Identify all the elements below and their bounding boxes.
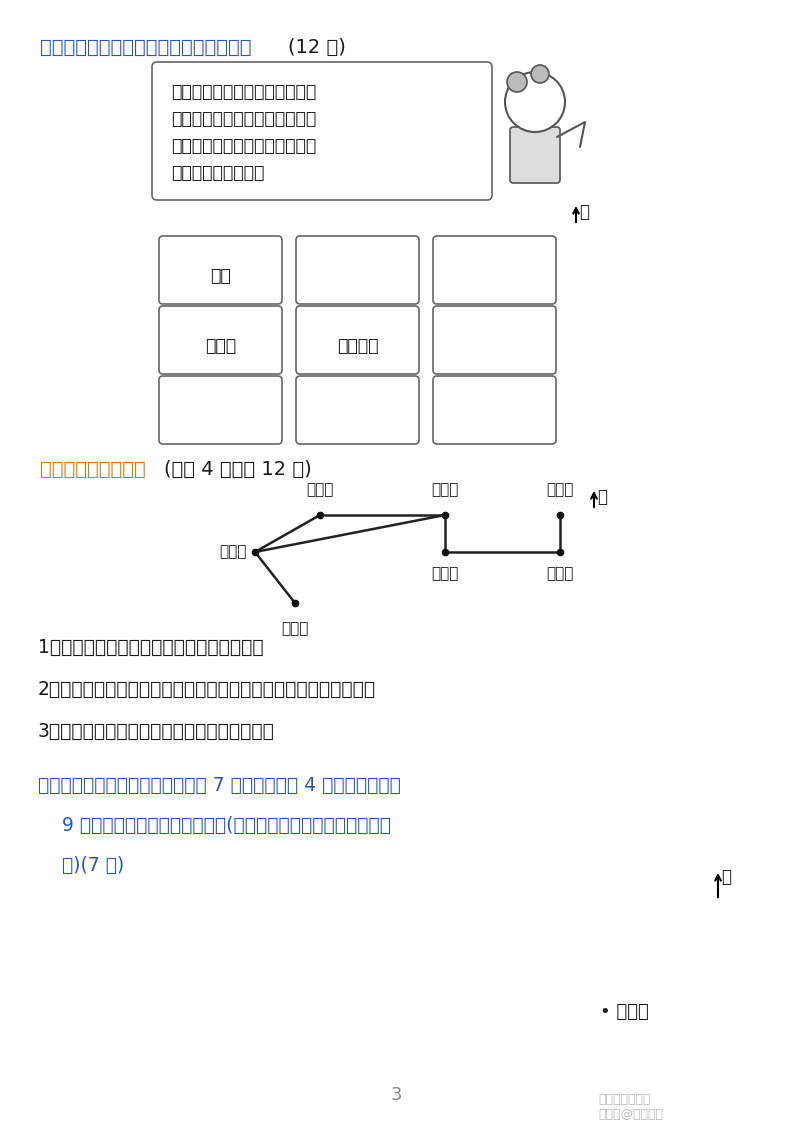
Text: (12 分): (12 分) [289,38,347,57]
Text: 花园小学的南面是超市，北面是: 花园小学的南面是超市，北面是 [171,83,316,101]
FancyBboxPatch shape [159,306,282,374]
Text: 银行，东面是公交公司，东南方: 银行，东面是公交公司，东南方 [171,110,316,128]
Circle shape [505,72,565,132]
Text: 3: 3 [390,1086,402,1104]
Text: 北: 北 [597,488,607,506]
Text: 小羊家: 小羊家 [431,565,458,581]
FancyBboxPatch shape [159,236,282,304]
Text: 等)(7 分): 等)(7 分) [38,856,125,875]
Text: 小马家: 小马家 [546,482,573,497]
Text: (每题 4 分，共 12 分): (每题 4 分，共 12 分) [164,460,312,479]
Text: 东北方向是服装城。: 东北方向是服装城。 [171,164,264,182]
Text: 3．小马从家出发去小鸡家送信，应该怎么走？: 3．小马从家出发去小鸡家送信，应该怎么走？ [38,721,275,741]
Text: 向是少年宫，西南方向是邮局，: 向是少年宫，西南方向是邮局， [171,137,316,155]
FancyBboxPatch shape [296,376,419,444]
Text: 花园小学: 花园小学 [337,337,378,355]
Text: 中小学满分学苑: 中小学满分学苑 [598,1093,650,1106]
Text: 北: 北 [721,868,731,886]
FancyBboxPatch shape [296,236,419,304]
Text: 六、根据小朋友的描述把示意图填完整。: 六、根据小朋友的描述把示意图填完整。 [40,38,251,57]
FancyBboxPatch shape [510,127,560,183]
Text: 9 步，这时她在家的什么方向？(先画一画，再回答。每步长度相: 9 步，这时她在家的什么方向？(先画一画，再回答。每步长度相 [38,816,391,835]
FancyBboxPatch shape [296,306,419,374]
Text: 小鸡家: 小鸡家 [431,482,458,497]
Text: 1．其他小动物分别住在小羊家的什么方向？: 1．其他小动物分别住在小羊家的什么方向？ [38,638,263,657]
Text: 小兔家: 小兔家 [546,565,573,581]
Circle shape [507,72,527,92]
Text: 八、小红以家为出发点，先向西走 7 步，再向南走 4 步，最后向东走: 八、小红以家为出发点，先向西走 7 步，再向南走 4 步，最后向东走 [38,776,401,795]
Text: 搜狐号@射精蒲斗: 搜狐号@射精蒲斗 [598,1109,663,1121]
FancyBboxPatch shape [152,62,492,200]
Text: 小牛家: 小牛家 [306,482,334,497]
Text: 2．小马从家出发去小狗家送信，有几条路线？哪条路线距离最短？: 2．小马从家出发去小狗家送信，有几条路线？哪条路线距离最短？ [38,680,376,699]
Text: 北: 北 [579,203,589,221]
Text: 小狗家: 小狗家 [220,544,247,560]
Text: • 小红家: • 小红家 [600,1003,649,1021]
Text: 书店: 书店 [210,267,231,285]
Circle shape [531,65,549,83]
FancyBboxPatch shape [159,376,282,444]
Text: 七、看图回答问题。: 七、看图回答问题。 [40,460,146,479]
Text: 小猫家: 小猫家 [282,620,308,636]
FancyBboxPatch shape [433,236,556,304]
FancyBboxPatch shape [433,376,556,444]
FancyBboxPatch shape [433,306,556,374]
Text: 礼品店: 礼品店 [205,337,236,355]
